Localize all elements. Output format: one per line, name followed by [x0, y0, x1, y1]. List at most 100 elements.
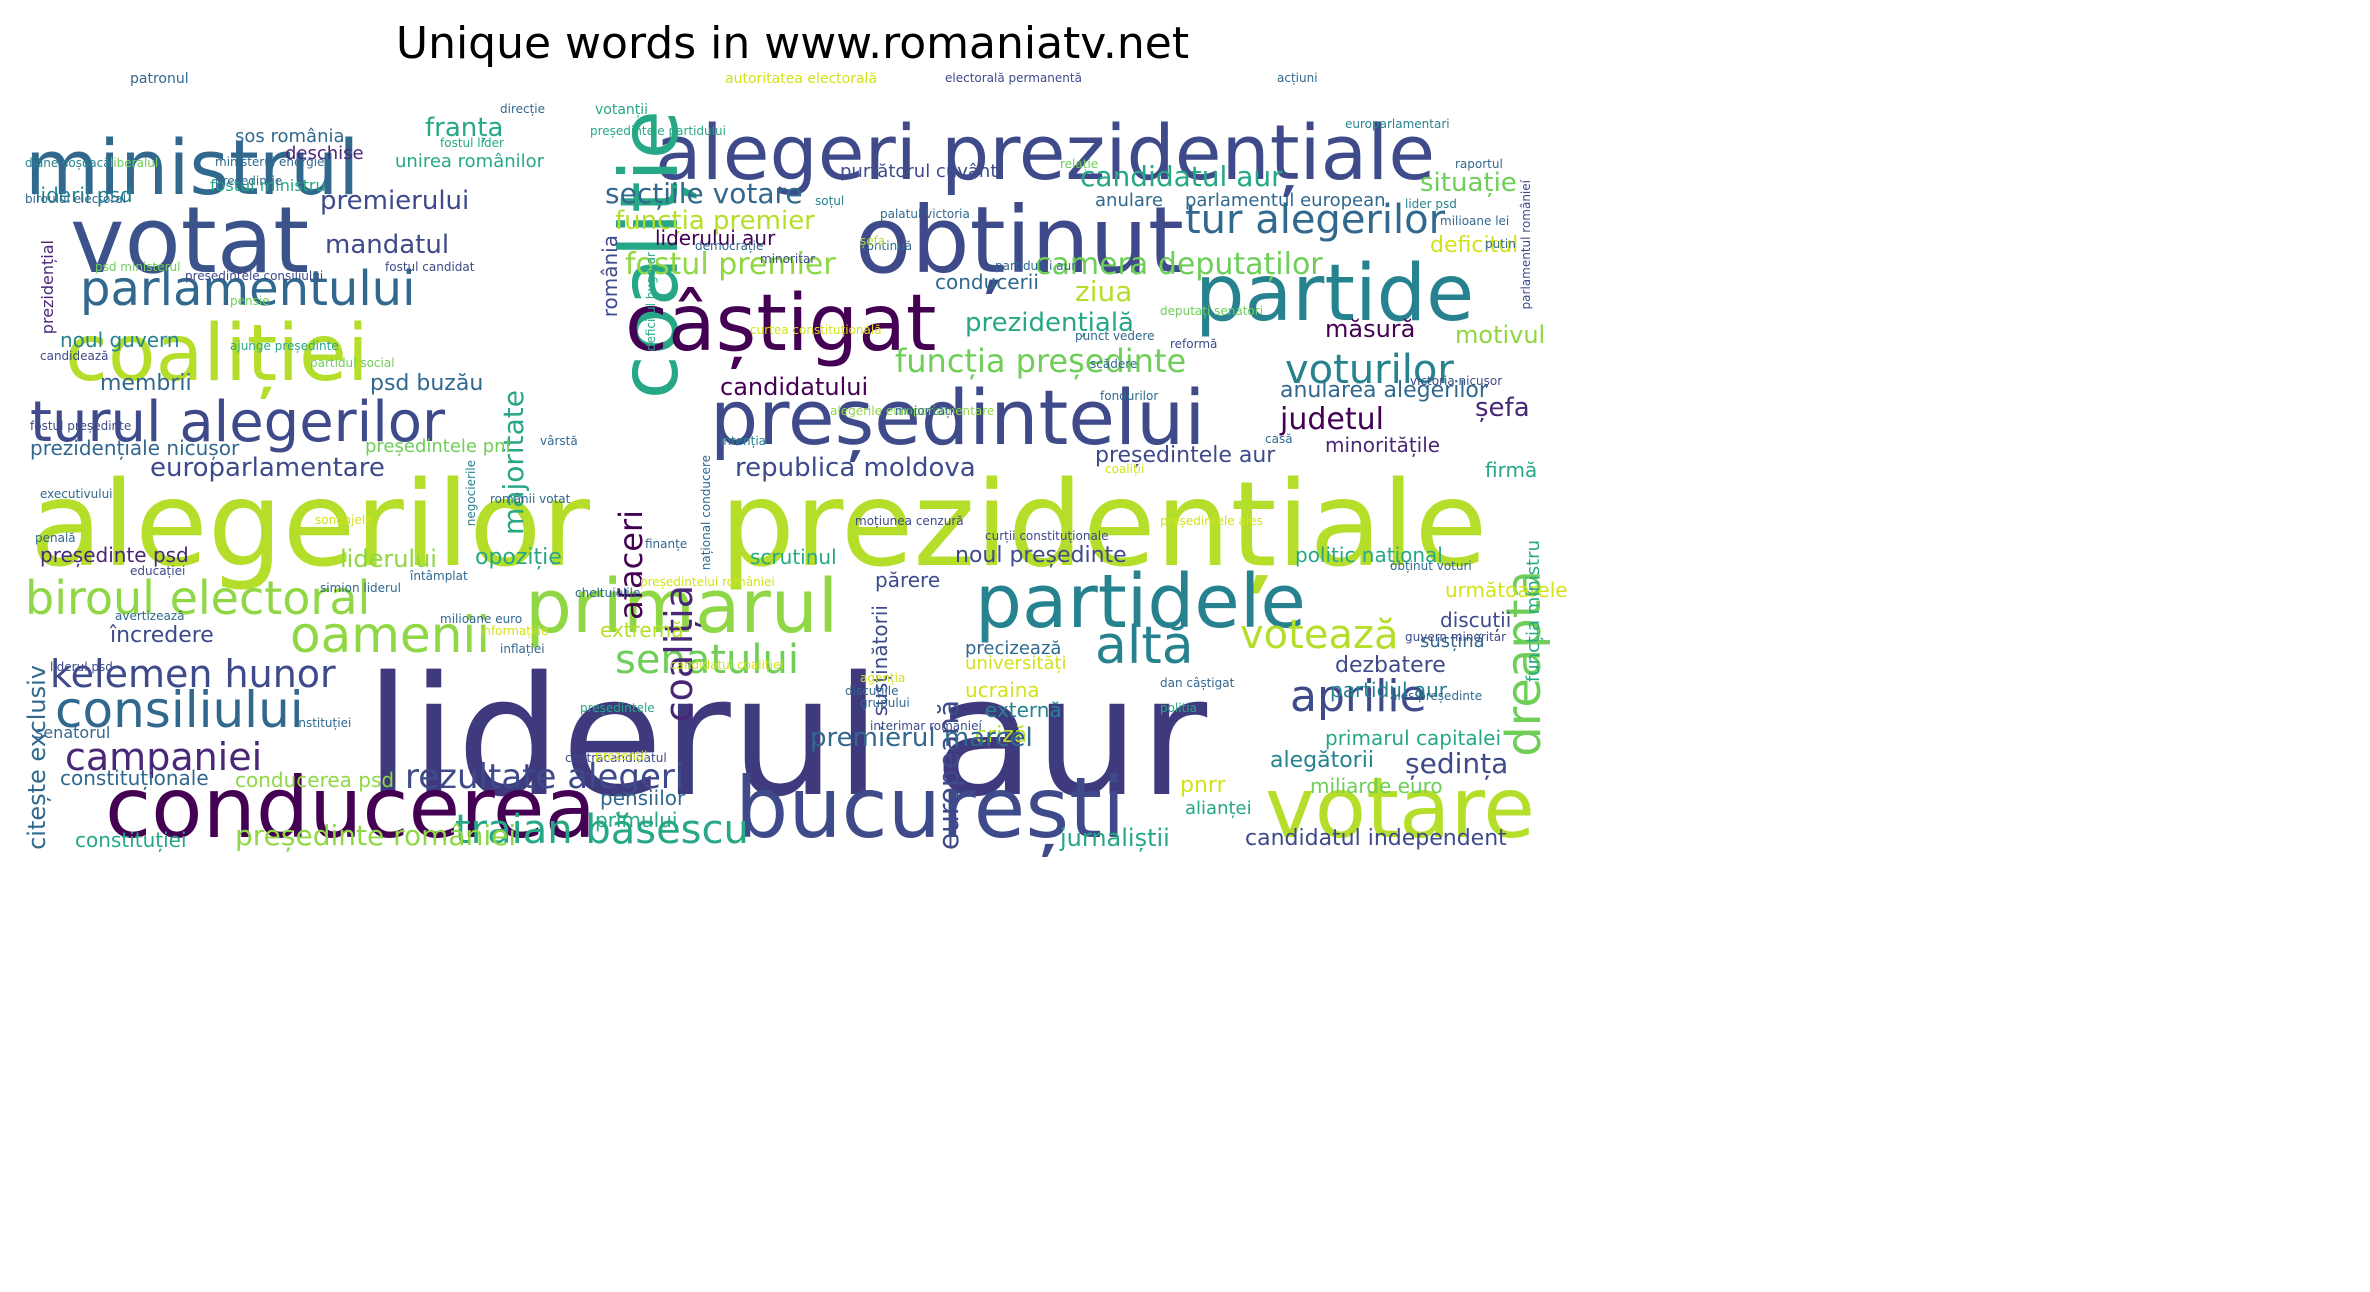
word-conducerea: conducerea: [105, 759, 597, 857]
word-republica-moldova: republica moldova: [735, 453, 976, 483]
word-scrutinul: scrutinul: [750, 545, 837, 569]
word-deschise: deschise: [285, 143, 364, 164]
word-liderul-psd: liderul psd: [50, 660, 113, 674]
word-sotul: soțul: [815, 194, 845, 208]
word-bucuresti: bucurești: [735, 759, 1126, 857]
word-presedintele-aur: președintele aur: [1095, 443, 1276, 468]
word-negocierile: negocierile: [464, 460, 478, 527]
word-minoritar: minoritar: [760, 252, 816, 266]
word-candidatul-aur: candidatul aur: [1080, 160, 1283, 193]
word-franta: franța: [425, 113, 504, 143]
word-pnrr: pnrr: [1180, 773, 1226, 798]
word-presedinte-psd: președinte psd: [40, 543, 189, 567]
word-prezentii: prezenții: [595, 749, 648, 763]
word-dan-castigat: dan câștigat: [1160, 676, 1235, 690]
word-presedintele-pnl: președintele pnl: [365, 436, 511, 457]
word-intentia: intenția: [720, 434, 767, 448]
word-precizeaza: precizează: [965, 638, 1062, 659]
word-conducerii: conducerii: [935, 270, 1039, 294]
word-extrema: extremă: [600, 618, 684, 642]
word-putin: putin: [1485, 237, 1516, 251]
word-europarlamentare: europarlamentare: [150, 453, 385, 483]
word-constitutiei: constituției: [75, 828, 187, 852]
word-fostul-ministru: fostul ministru: [210, 176, 326, 195]
word-grupului: grupului: [860, 696, 910, 710]
word-penala: penală: [35, 531, 76, 545]
word-fondurilor: fondurilor: [1100, 389, 1159, 403]
word-sefa: șefa: [1475, 393, 1530, 423]
word-finante: finanțe: [645, 537, 688, 551]
word-unirea-romanilor: unirea românilor: [395, 151, 545, 172]
word-alegatorii: alegătorii: [1270, 748, 1374, 773]
word-aliantei: alianței: [1185, 798, 1252, 819]
word-raportul: raportul: [1455, 157, 1503, 171]
word-romania: românia: [598, 235, 622, 318]
word-purtatorul-cuvant: purtătorul cuvânt: [840, 161, 998, 182]
word-motivul: motivul: [1455, 321, 1546, 349]
word-executivului: executivului: [40, 487, 113, 501]
word-senatului: senatului: [615, 637, 799, 683]
word-candidatul-coalitiei: candidatul coaliției: [670, 658, 784, 672]
word-noul-presedinte: noul președinte: [955, 543, 1127, 568]
word-actiuni: acțiuni: [1277, 71, 1318, 85]
word-democratie: democrație: [695, 239, 764, 253]
word-votare: votare: [1265, 759, 1535, 857]
word-sedinta: ședința: [1405, 747, 1509, 780]
word-alegerilor: alegerilor: [30, 455, 590, 593]
word-varsta: vârstă: [540, 434, 578, 448]
word-consiliului: consiliului: [55, 681, 304, 739]
word-camera-deputatilor: camera deputaților: [1035, 247, 1323, 282]
word-externa: externă: [985, 698, 1062, 722]
word-national-conducere: național conducere: [699, 455, 713, 571]
word-campaniei: campaniei: [65, 735, 263, 779]
word-liderii-psd: liderii psd: [35, 183, 133, 207]
word-parlamentul-romaniei: parlamentul românieí: [1519, 180, 1533, 310]
word-opozitie: opoziție: [475, 545, 562, 570]
word-curtii-constitutionale: curții constituționale: [985, 529, 1109, 543]
word-romanii-votat: românii votat: [490, 492, 571, 506]
word-liderului: liderului: [340, 545, 437, 573]
word-fostul-premier: fostul premier: [625, 247, 836, 282]
word-presedintele-consiliului: președintele consiliului: [185, 269, 324, 283]
word-majoritate: majoritate: [497, 390, 530, 535]
word-presedintele-ales: președintele ales: [1160, 514, 1263, 528]
word-prezidentiale: prezidențiale: [720, 455, 1488, 593]
word-patronul: patronul: [130, 71, 189, 87]
word-scadere: scădere: [1090, 357, 1138, 371]
word-milioane-euro: milioane euro: [440, 612, 523, 626]
word-afaceri: afaceri: [612, 510, 650, 620]
word-voturilor: voturilor: [1285, 347, 1454, 393]
word-functia-premier: funcția premier: [615, 206, 815, 236]
word-prezidentiala: prezidențială: [965, 308, 1134, 338]
word-turul-alegerilor: turul alegerilor: [30, 390, 446, 455]
word-discutii: discuții: [1440, 608, 1512, 632]
word-membrii: membrii: [100, 371, 192, 396]
word-cheltuielile: cheltuielile: [575, 586, 641, 600]
word-coalitiei: coaliției: [65, 309, 369, 399]
word-deficitul-bugetar: deficitul bugetar: [644, 252, 658, 352]
word-coalitia: coaliția: [657, 585, 701, 723]
word-ales-presedinte: ales președinte: [1390, 689, 1483, 703]
word-institutiei: instituției: [295, 716, 352, 730]
word-pensiilor: pensiilor: [600, 786, 686, 810]
word-liderul-aur: liderul aur: [365, 641, 1208, 833]
word-jurnalistii: jurnaliștii: [1060, 824, 1170, 852]
word-candideaza: candidează: [40, 349, 109, 363]
word-majoritati: majorități: [895, 404, 954, 418]
word-reforma: reformă: [1170, 337, 1218, 351]
word-incredere: încredere: [110, 623, 214, 648]
word-partide: partide: [1195, 249, 1475, 339]
word-relatie: relație: [1060, 157, 1099, 171]
word-tur-alegerilor: tur alegerilor: [1185, 197, 1446, 243]
word-presedintie: președinție: [215, 174, 283, 188]
word-constitutionale: constituționale: [60, 766, 209, 790]
word-premierului: premierului: [320, 186, 470, 216]
word-punct-vedere: punct vedere: [1075, 329, 1155, 343]
word-ministerul-energiei: ministerul energiei: [215, 155, 328, 169]
word-voteaza: votează: [1240, 612, 1399, 658]
word-deputati-senatori: deputați senatori: [1160, 304, 1264, 318]
word-curtea-constitutionala: curtea constituțională: [750, 323, 882, 337]
word-parlamentul-european: parlamentul european: [1185, 190, 1386, 211]
word-anulare: anulare: [1095, 190, 1163, 211]
word-ministrul: ministrul: [25, 123, 360, 212]
